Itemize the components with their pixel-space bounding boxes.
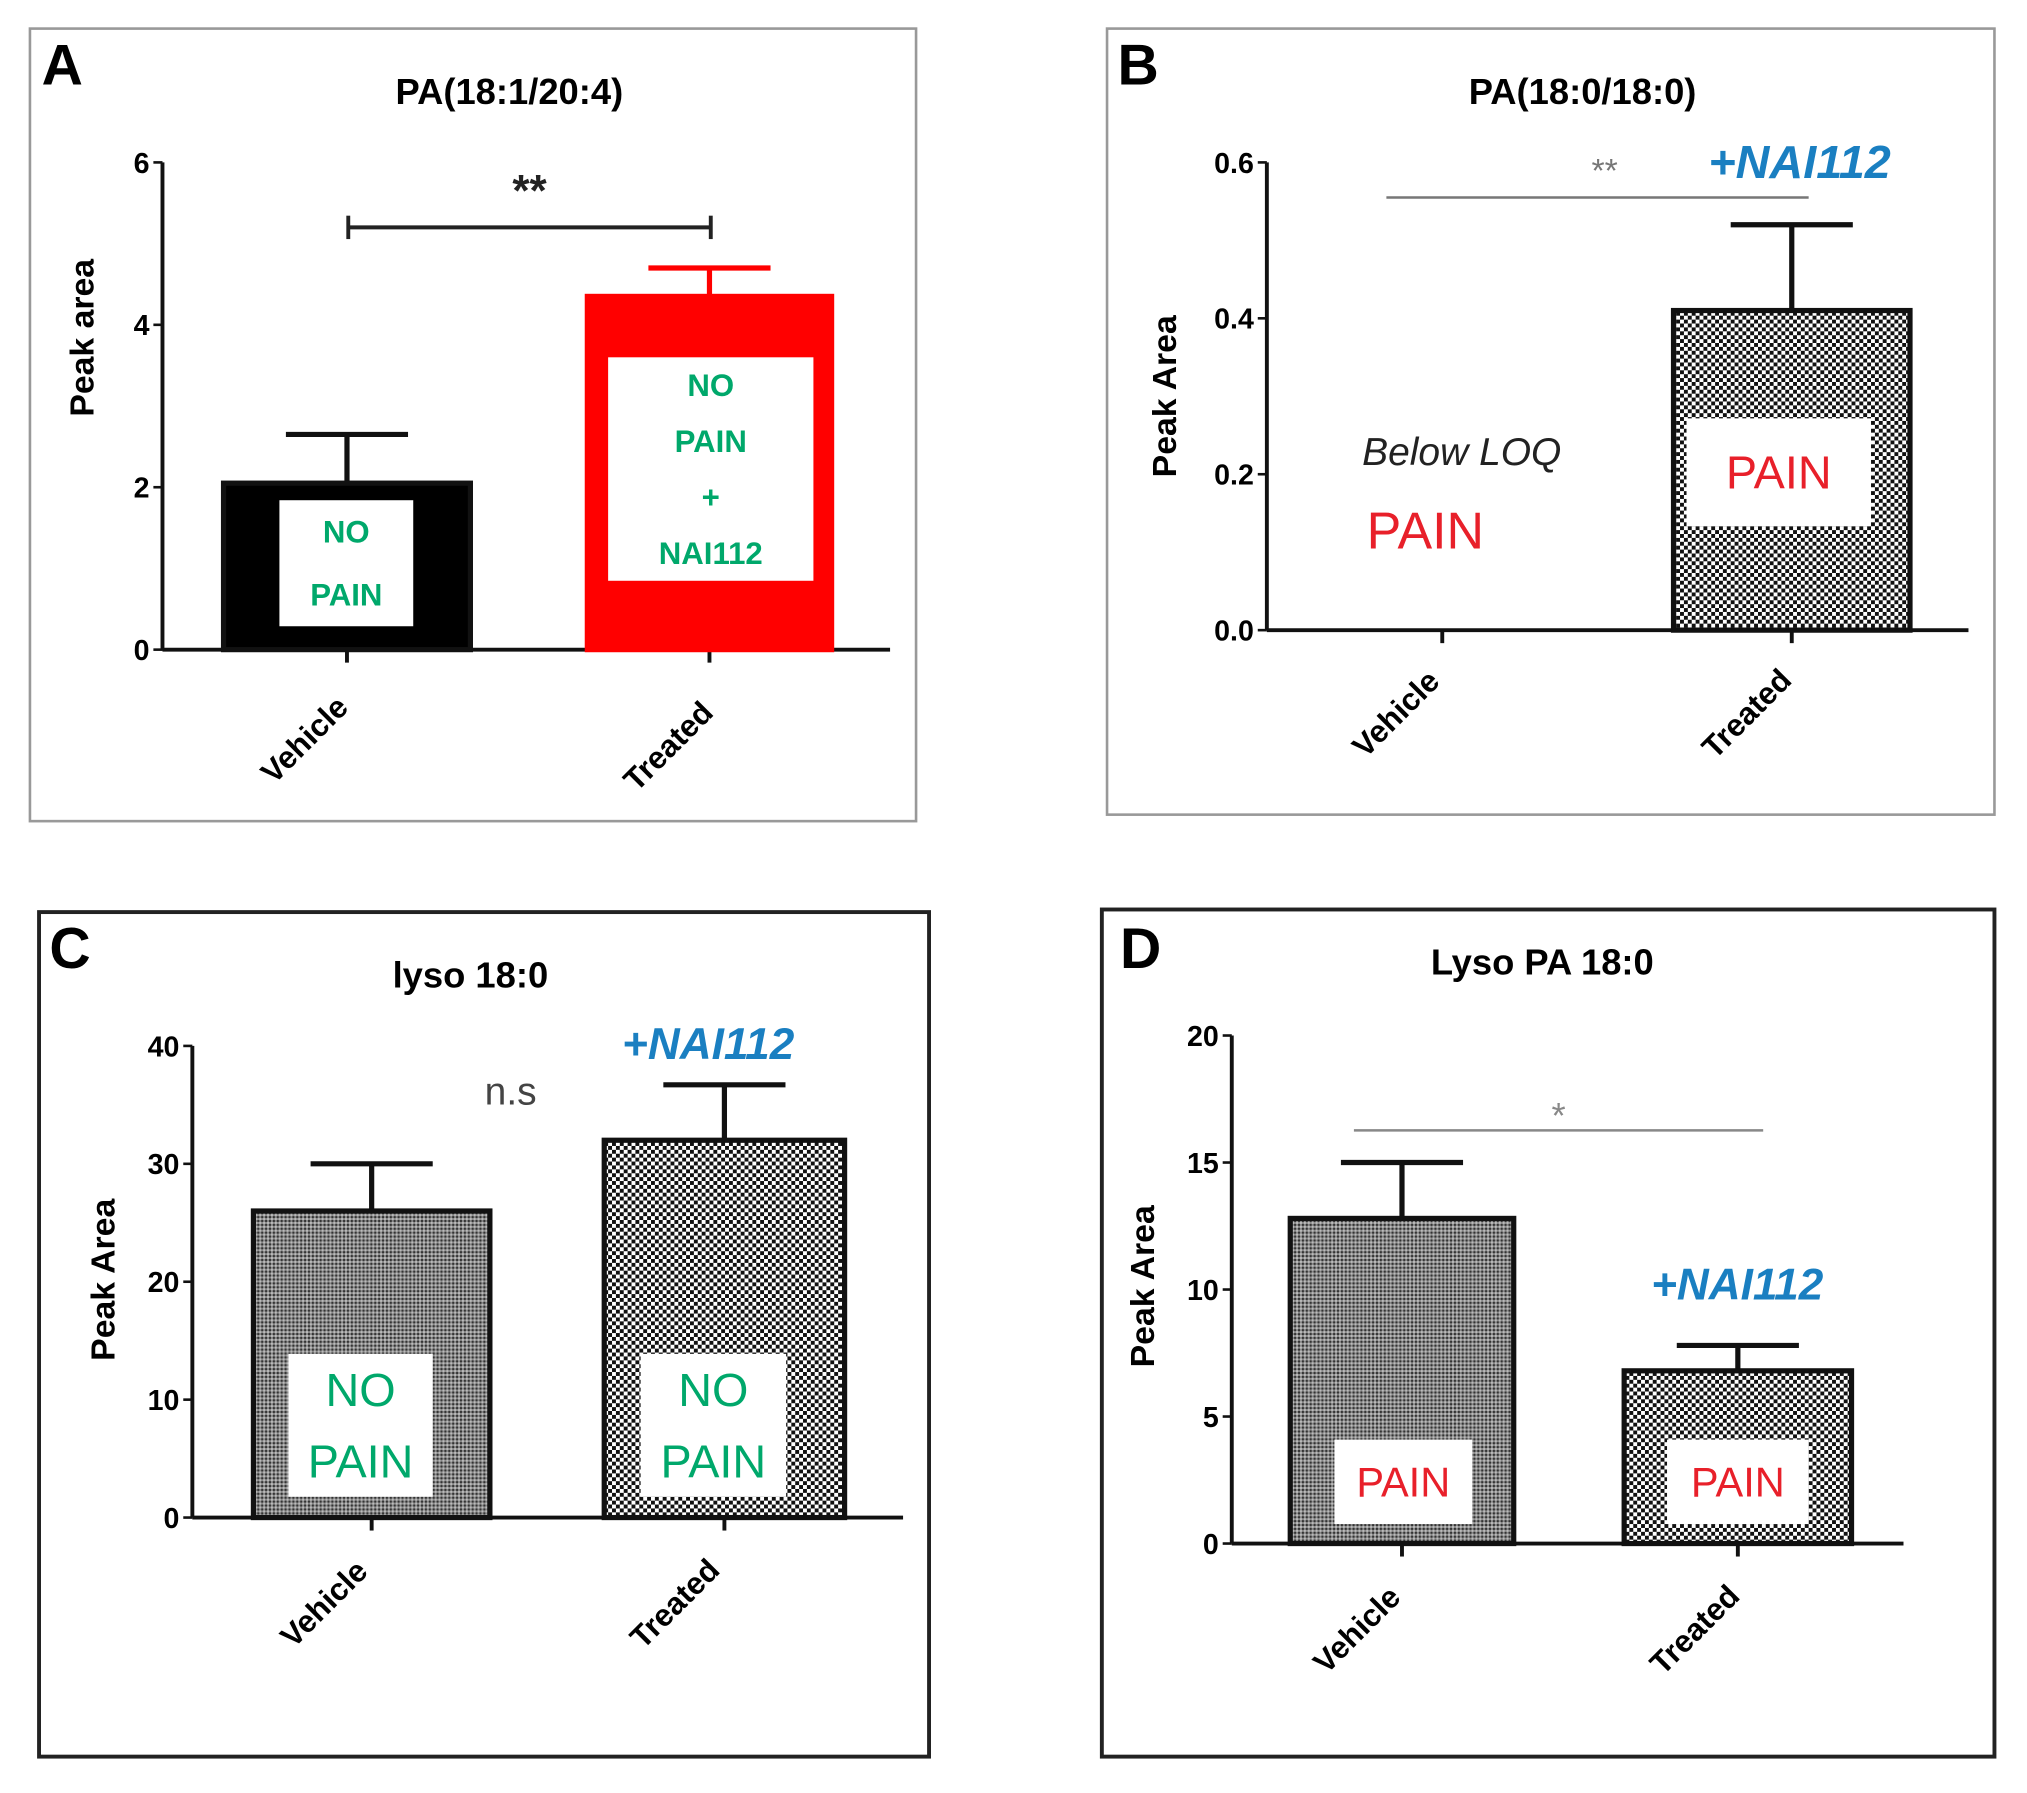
y-tick-label: 40 bbox=[148, 1031, 180, 1063]
y-tick-label: 0 bbox=[1203, 1529, 1219, 1561]
bar-label: PAIN bbox=[308, 1435, 414, 1487]
significance-marker: ** bbox=[512, 166, 547, 215]
panel-letter: D bbox=[1120, 917, 1161, 981]
bar-label: + bbox=[702, 480, 720, 515]
y-tick-label: 0 bbox=[134, 635, 150, 667]
bar-label: NO bbox=[687, 368, 734, 403]
y-axis-label: Peak Area bbox=[1146, 315, 1184, 477]
y-axis-label: Peak Area bbox=[1124, 1205, 1162, 1367]
chart-title: PA(18:1/20:4) bbox=[396, 71, 624, 112]
annotation: +NAI112 bbox=[1708, 136, 1890, 188]
bar-label: PAIN bbox=[310, 578, 382, 613]
y-tick-label: 0 bbox=[163, 1503, 179, 1535]
panel-letter: C bbox=[49, 917, 90, 981]
y-tick-label: 15 bbox=[1187, 1148, 1219, 1180]
panel-letter: B bbox=[1117, 33, 1158, 97]
bar-label: PAIN bbox=[1726, 447, 1832, 499]
annotation: +NAI112 bbox=[1651, 1260, 1824, 1309]
chart-title: Lyso PA 18:0 bbox=[1431, 941, 1654, 982]
bar-label: NO bbox=[678, 1364, 748, 1416]
chart-title: lyso 18:0 bbox=[393, 954, 549, 995]
bar-label: PAIN bbox=[675, 424, 747, 459]
bar-label: PAIN bbox=[661, 1435, 767, 1487]
bar-label: NO bbox=[323, 515, 370, 550]
y-tick-label: 4 bbox=[134, 310, 150, 342]
bar-label-box bbox=[1334, 1439, 1473, 1525]
bar-label-box bbox=[640, 1353, 787, 1497]
panel-border bbox=[1099, 907, 1997, 1759]
y-tick-label: 0.0 bbox=[1214, 616, 1254, 648]
panel-letter: A bbox=[42, 33, 83, 97]
y-tick-label: 10 bbox=[1187, 1275, 1219, 1307]
y-tick-label: 6 bbox=[134, 148, 150, 180]
y-tick-label: 0.2 bbox=[1214, 460, 1254, 492]
y-tick-label: 10 bbox=[148, 1385, 180, 1417]
bar-label-box bbox=[608, 357, 814, 581]
y-tick-label: 0.4 bbox=[1214, 304, 1254, 336]
annotation: Below LOQ bbox=[1362, 431, 1561, 474]
significance-marker: * bbox=[1551, 1095, 1565, 1136]
significance-marker: ** bbox=[1592, 152, 1618, 190]
y-tick-label: 5 bbox=[1203, 1402, 1219, 1434]
chart-title: PA(18:0/18:0) bbox=[1469, 71, 1697, 112]
y-tick-label: 20 bbox=[148, 1267, 180, 1299]
y-axis-label: Peak Area bbox=[84, 1199, 122, 1361]
bar-label-box bbox=[1667, 1439, 1809, 1525]
y-axis-label: Peak area bbox=[64, 259, 102, 417]
y-tick-label: 0.6 bbox=[1214, 148, 1254, 180]
y-tick-label: 2 bbox=[134, 473, 150, 505]
bar-label: PAIN bbox=[1691, 1458, 1785, 1505]
y-tick-label: 20 bbox=[1187, 1021, 1219, 1053]
bar-label-box bbox=[1686, 418, 1872, 527]
bar-label-box bbox=[279, 500, 414, 627]
annotation: PAIN bbox=[1367, 502, 1484, 560]
bar-label: NO bbox=[326, 1364, 396, 1416]
significance-marker: n.s bbox=[485, 1070, 537, 1113]
bar-label: PAIN bbox=[1356, 1458, 1450, 1505]
annotation: +NAI112 bbox=[622, 1020, 795, 1069]
y-tick-label: 30 bbox=[148, 1149, 180, 1181]
bar-label-box bbox=[288, 1353, 433, 1497]
bar-label: NAI112 bbox=[659, 536, 763, 571]
